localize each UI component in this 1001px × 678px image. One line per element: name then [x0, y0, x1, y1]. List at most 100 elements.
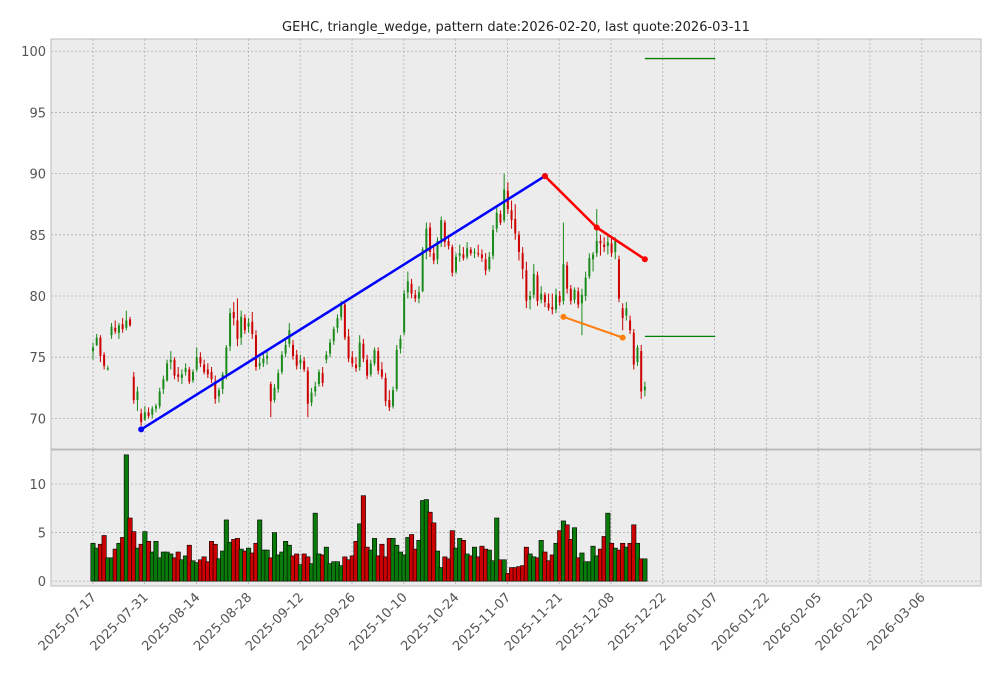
candle-body — [210, 371, 213, 380]
candle-body — [595, 240, 598, 254]
candle-body — [406, 281, 409, 293]
volume-bar — [642, 558, 648, 582]
candle-body — [121, 324, 124, 330]
candlesticks — [92, 173, 646, 426]
candle-body — [303, 360, 306, 370]
candle-body — [154, 406, 157, 409]
candle-body — [580, 294, 583, 304]
candle-body — [92, 347, 94, 352]
chart-title: GEHC, triangle_wedge, pattern date:2026-… — [282, 20, 750, 35]
candle-body — [114, 327, 117, 332]
candle-body — [403, 293, 406, 333]
candle-body — [495, 212, 498, 229]
candle-body — [221, 374, 224, 390]
candle-body — [555, 294, 557, 310]
candle-body — [269, 384, 272, 402]
volume-bar — [494, 517, 500, 582]
candle-body — [177, 374, 180, 377]
candle-body — [225, 347, 228, 375]
candle-body — [310, 392, 313, 403]
candle-body — [603, 244, 606, 248]
candle-body — [392, 390, 395, 407]
candle-body — [558, 296, 561, 303]
volume-tick-label: 10 — [29, 478, 46, 493]
candle-body — [503, 189, 506, 221]
candle-body — [351, 357, 354, 364]
candle-body — [162, 379, 165, 390]
candle-body — [614, 240, 617, 252]
candle-body — [440, 220, 443, 240]
candle-body — [592, 254, 595, 260]
upper-trendline — [140, 175, 546, 431]
candle-body — [280, 354, 283, 372]
candle-body — [517, 234, 520, 252]
volume-tick-label: 5 — [38, 527, 46, 542]
candle-body — [514, 218, 517, 234]
candle-body — [147, 412, 150, 416]
candle-body — [243, 318, 246, 331]
volume-bar — [434, 550, 440, 582]
candle-body — [247, 322, 250, 327]
candle-body — [510, 210, 513, 221]
price-tick-label: 90 — [29, 168, 46, 183]
candle-body — [399, 338, 402, 349]
candle-body — [640, 351, 643, 392]
candle-body — [469, 249, 472, 254]
candle-body — [625, 308, 628, 316]
candle-body — [617, 259, 620, 299]
candle-body — [347, 336, 350, 359]
candle-body — [180, 374, 183, 379]
candle-body — [429, 227, 432, 252]
candle-body — [317, 371, 320, 385]
volume-bars — [90, 454, 648, 582]
candle-body — [217, 390, 220, 397]
candle-body — [388, 400, 391, 408]
candle-body — [551, 307, 554, 310]
orange-trendline-point — [619, 334, 626, 341]
candle-body — [369, 363, 372, 375]
candle-body — [414, 294, 417, 299]
candle-body — [169, 359, 172, 363]
candle-body — [143, 412, 146, 420]
candle-body — [462, 254, 465, 259]
candle-body — [492, 229, 495, 256]
volume-bar — [572, 527, 578, 582]
candle-body — [480, 254, 483, 259]
candle-body — [332, 329, 335, 342]
candle-body — [336, 318, 339, 328]
candle-body — [562, 264, 565, 301]
candle-body — [95, 337, 98, 345]
candle-body — [577, 291, 580, 305]
candle-body — [136, 391, 139, 401]
candle-body — [521, 253, 524, 270]
candle-body — [117, 325, 120, 333]
candle-body — [632, 332, 635, 365]
candle-body — [273, 387, 276, 401]
lower-trendline-point — [641, 256, 648, 263]
candle-body — [192, 371, 195, 381]
candle-body — [166, 363, 169, 381]
pattern-lines — [138, 57, 716, 433]
y-tick-labels: 70 75 80 85 90 95 100 0 5 10 — [21, 45, 46, 590]
candle-body — [106, 368, 109, 370]
candle-body — [292, 344, 295, 356]
candle-body — [125, 320, 128, 328]
candle-body — [532, 273, 535, 295]
candle-body — [540, 293, 543, 300]
candle-body — [536, 275, 539, 301]
candle-body — [621, 308, 624, 319]
candle-body — [629, 320, 632, 331]
candle-body — [499, 214, 502, 223]
candle-body — [214, 381, 217, 399]
candle-body — [525, 270, 528, 301]
candle-body — [484, 259, 487, 271]
candle-body — [588, 258, 591, 277]
candle-body — [173, 359, 176, 376]
candle-body — [458, 253, 461, 256]
upper-trendline-point — [138, 426, 145, 433]
candle-body — [529, 296, 532, 300]
candle-body — [277, 373, 280, 390]
candle-body — [443, 222, 446, 243]
candle-body — [295, 354, 298, 366]
candle-body — [454, 256, 457, 272]
